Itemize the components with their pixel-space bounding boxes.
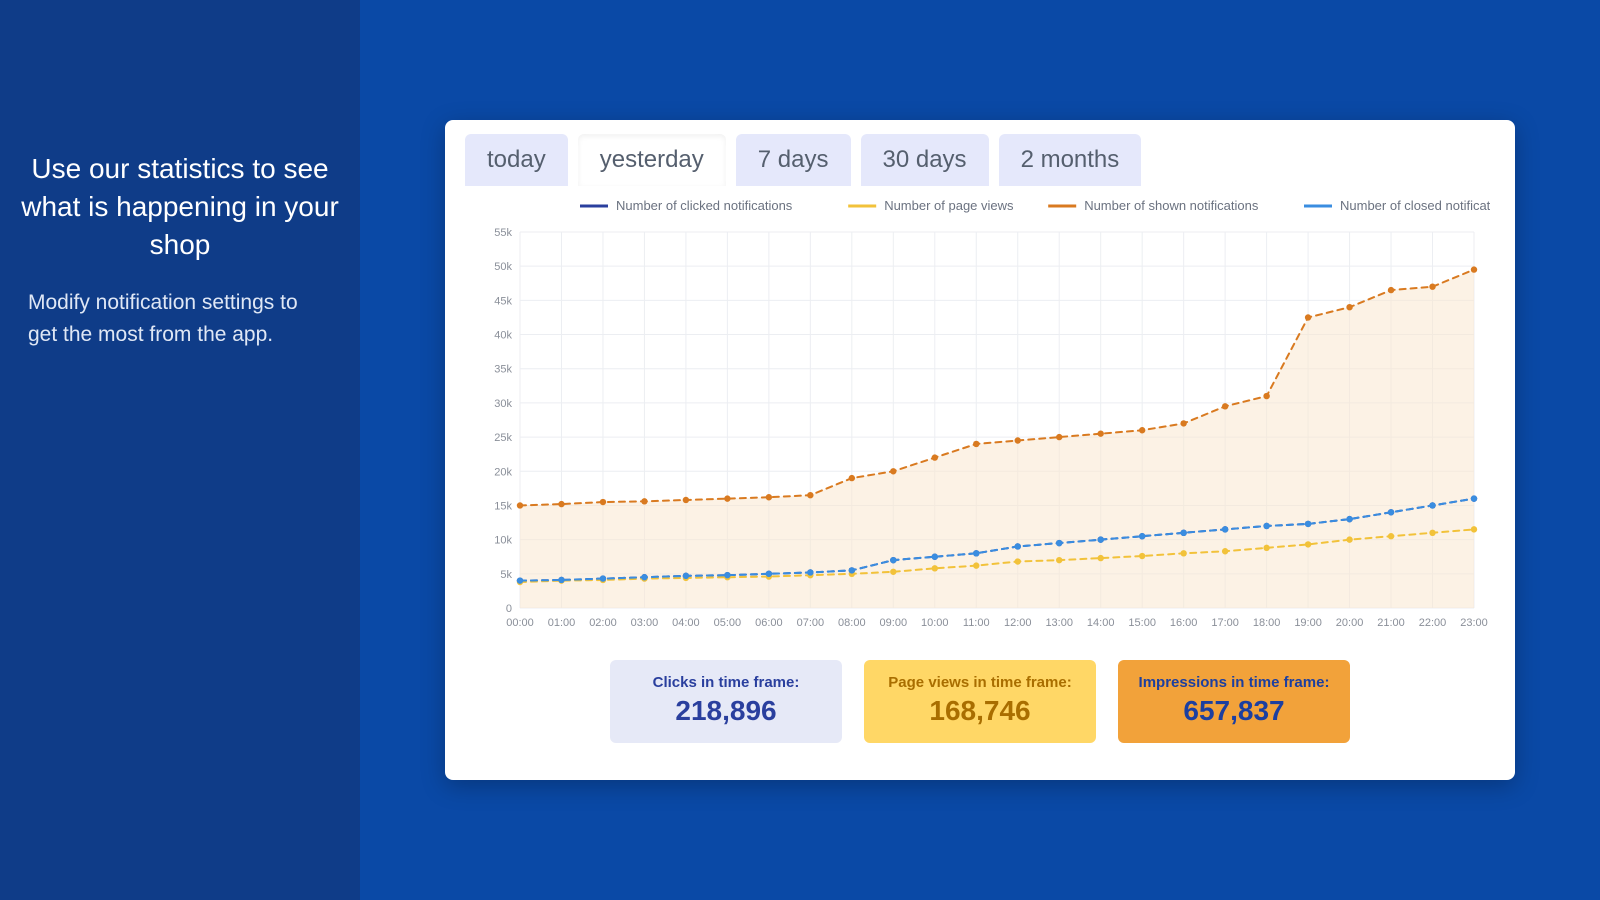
svg-text:45k: 45k	[494, 295, 512, 307]
tab-30days[interactable]: 30 days	[861, 134, 989, 186]
svg-text:10:00: 10:00	[921, 617, 949, 629]
svg-text:16:00: 16:00	[1170, 617, 1198, 629]
svg-text:15:00: 15:00	[1128, 617, 1156, 629]
svg-text:03:00: 03:00	[631, 617, 659, 629]
svg-text:23:00: 23:00	[1460, 617, 1488, 629]
chart-container: 0 5k 10k 15k 20k 25k 30k 35k 40k 45k 50k 55k 00:00 01…	[465, 192, 1495, 642]
svg-text:55k: 55k	[494, 227, 512, 239]
tab-2months[interactable]: 2 months	[999, 134, 1142, 186]
svg-text:07:00: 07:00	[797, 617, 825, 629]
tab-yesterday[interactable]: yesterday	[578, 134, 726, 186]
svg-text:Number of clicked notification: Number of clicked notifications	[616, 198, 793, 213]
stats-line-chart: 0 5k 10k 15k 20k 25k 30k 35k 40k 45k 50k 55k 00:00 01…	[470, 192, 1490, 642]
svg-text:08:00: 08:00	[838, 617, 866, 629]
svg-text:5k: 5k	[500, 569, 512, 581]
svg-text:10k: 10k	[494, 535, 512, 547]
stat-clicks-value: 218,896	[620, 695, 832, 727]
summary-stats: Clicks in time frame: 218,896 Page views…	[465, 660, 1495, 743]
svg-text:11:00: 11:00	[963, 617, 990, 629]
svg-text:04:00: 04:00	[672, 617, 700, 629]
svg-text:15k: 15k	[494, 500, 512, 512]
svg-text:Number of page views: Number of page views	[884, 198, 1014, 213]
stat-pageviews: Page views in time frame: 168,746	[864, 660, 1096, 743]
svg-text:02:00: 02:00	[589, 617, 617, 629]
stat-pageviews-value: 168,746	[874, 695, 1086, 727]
main-area: today yesterday 7 days 30 days 2 months …	[360, 0, 1600, 900]
svg-text:20k: 20k	[494, 466, 512, 478]
svg-text:21:00: 21:00	[1377, 617, 1405, 629]
svg-text:22:00: 22:00	[1419, 617, 1447, 629]
svg-text:09:00: 09:00	[880, 617, 908, 629]
stat-clicks: Clicks in time frame: 218,896	[610, 660, 842, 743]
svg-text:18:00: 18:00	[1253, 617, 1281, 629]
promo-heading: Use our statistics to see what is happen…	[20, 150, 340, 263]
svg-text:0: 0	[506, 603, 512, 615]
svg-text:13:00: 13:00	[1045, 617, 1073, 629]
stat-impressions: Impressions in time frame: 657,837	[1118, 660, 1350, 743]
svg-text:35k: 35k	[494, 364, 512, 376]
stat-pageviews-label: Page views in time frame:	[874, 674, 1086, 691]
svg-text:25k: 25k	[494, 432, 512, 444]
svg-text:20:00: 20:00	[1336, 617, 1364, 629]
svg-text:Number of shown notifications: Number of shown notifications	[1084, 198, 1259, 213]
tab-today[interactable]: today	[465, 134, 568, 186]
promo-sidebar: Use our statistics to see what is happen…	[0, 0, 360, 900]
stat-impressions-value: 657,837	[1128, 695, 1340, 727]
svg-text:06:00: 06:00	[755, 617, 783, 629]
svg-text:05:00: 05:00	[714, 617, 742, 629]
stats-card: today yesterday 7 days 30 days 2 months …	[445, 120, 1515, 780]
svg-text:Number of closed notifications: Number of closed notifications	[1340, 198, 1490, 213]
svg-text:40k: 40k	[494, 330, 512, 342]
svg-text:19:00: 19:00	[1294, 617, 1322, 629]
stat-clicks-label: Clicks in time frame:	[620, 674, 832, 691]
svg-text:14:00: 14:00	[1087, 617, 1115, 629]
svg-text:01:00: 01:00	[548, 617, 576, 629]
tab-7days[interactable]: 7 days	[736, 134, 851, 186]
svg-text:12:00: 12:00	[1004, 617, 1032, 629]
timeframe-tabs: today yesterday 7 days 30 days 2 months	[465, 134, 1495, 186]
stat-impressions-label: Impressions in time frame:	[1128, 674, 1340, 691]
svg-text:30k: 30k	[494, 398, 512, 410]
svg-text:50k: 50k	[494, 261, 512, 273]
promo-subtext: Modify notification settings to get the …	[20, 287, 340, 350]
svg-text:17:00: 17:00	[1211, 617, 1239, 629]
svg-text:00:00: 00:00	[506, 617, 534, 629]
